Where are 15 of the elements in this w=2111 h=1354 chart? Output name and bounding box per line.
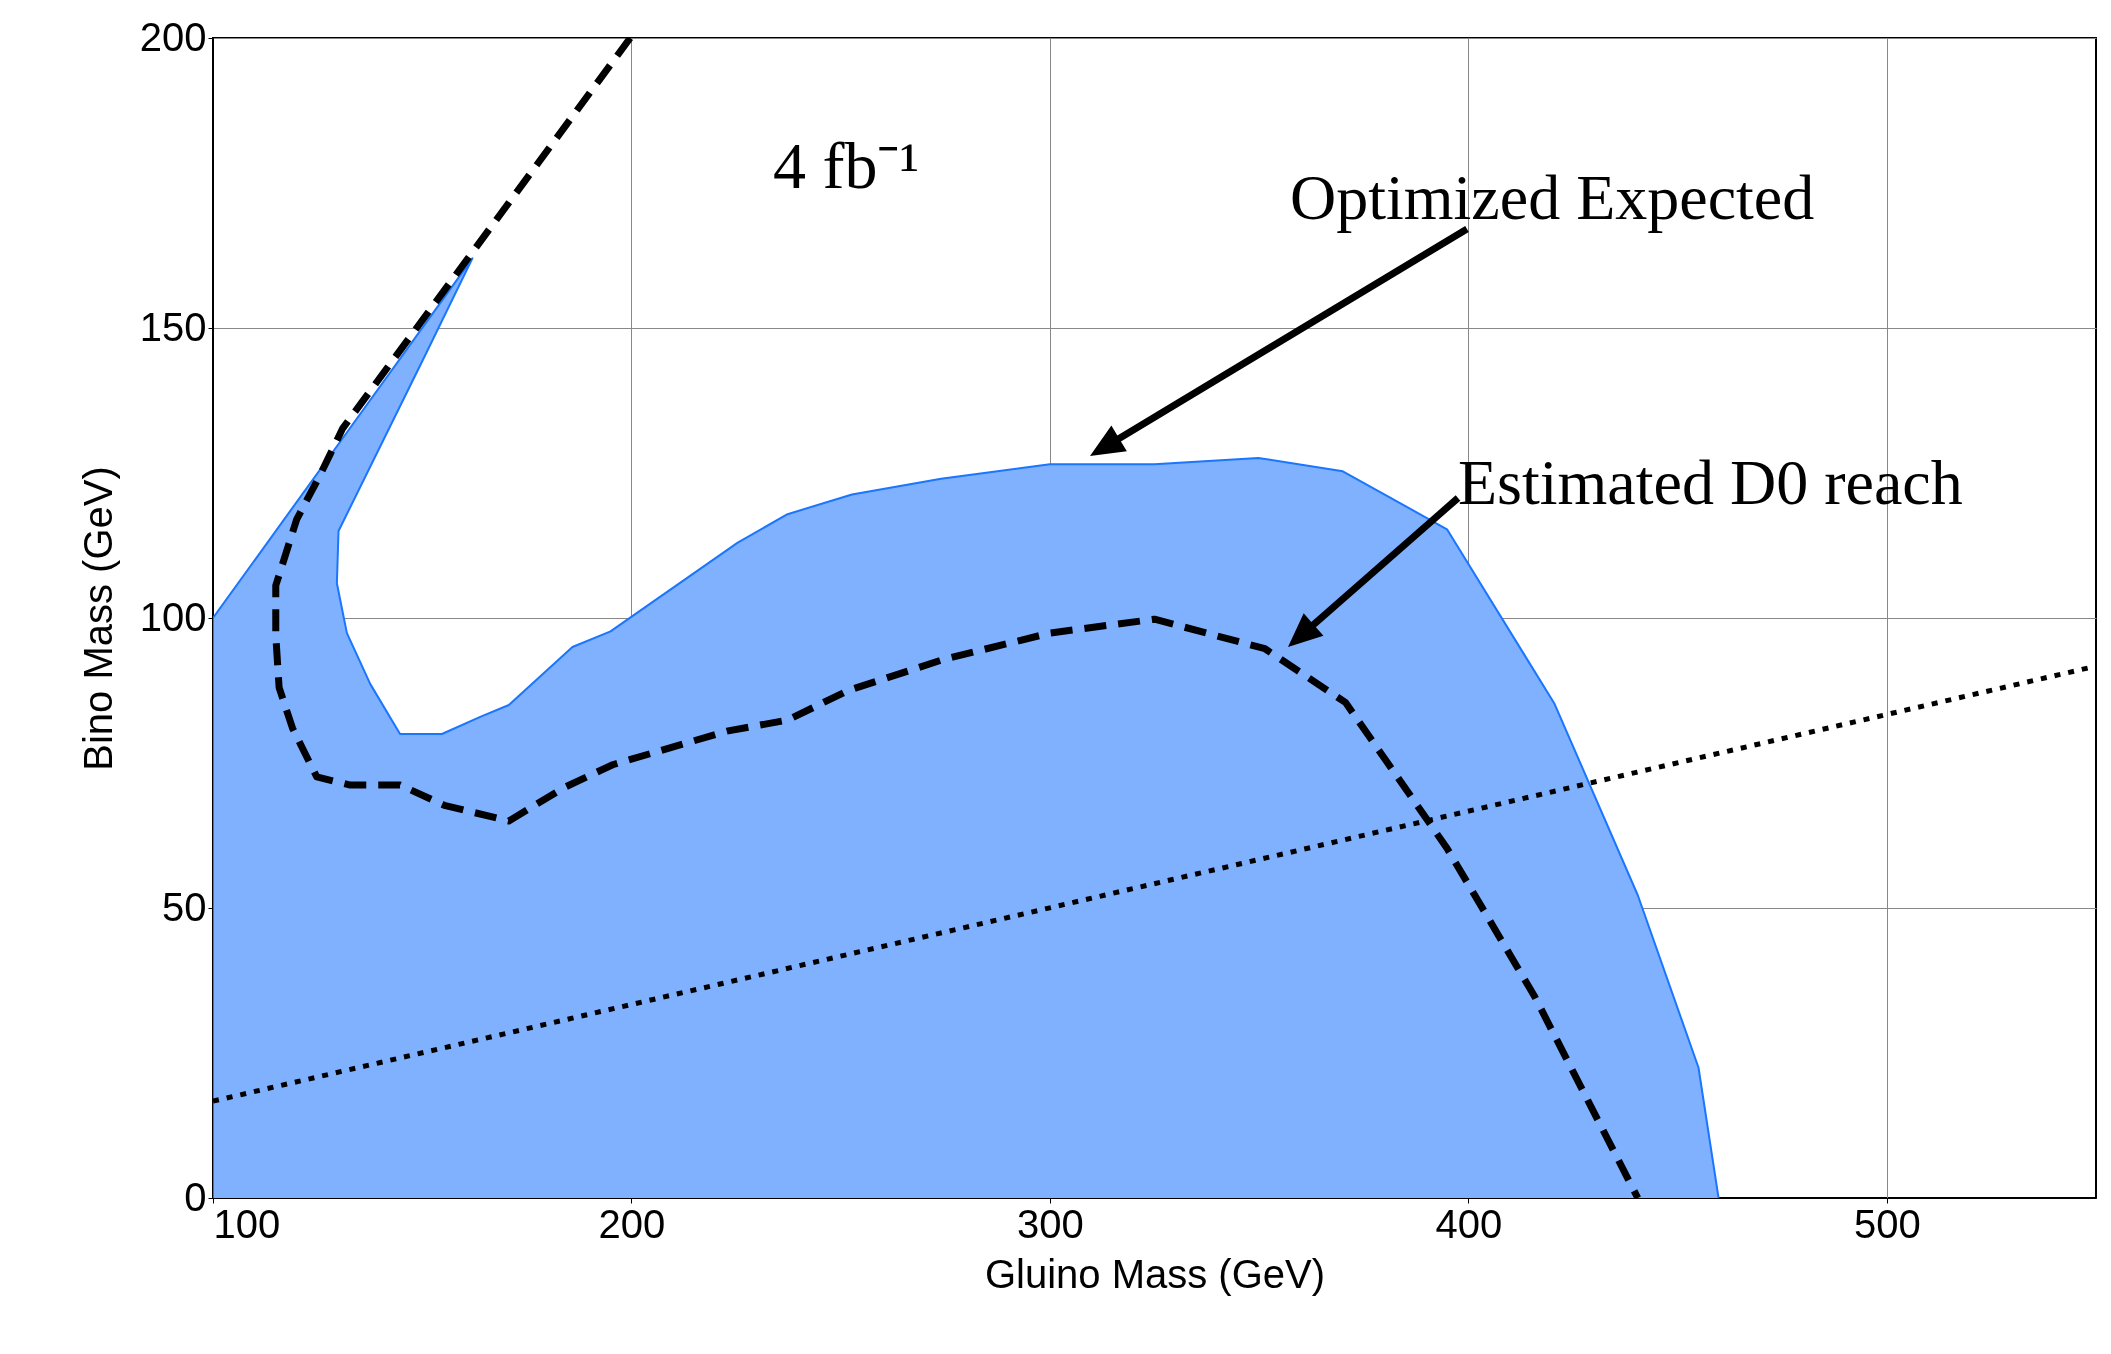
annotation: Optimized Expected bbox=[1290, 162, 1815, 233]
y-tick-label: 50 bbox=[162, 884, 207, 929]
y-tick-label: 100 bbox=[139, 594, 207, 639]
annotation: 4 fb⁻¹ bbox=[773, 129, 920, 202]
x-tick-label: 300 bbox=[1017, 1201, 1084, 1246]
annotation: Estimated D0 reach bbox=[1458, 447, 1963, 518]
x-tick-label: 400 bbox=[1435, 1201, 1503, 1246]
x-tick-label: 500 bbox=[1853, 1201, 1921, 1246]
x-axis-title: Gluino Mass (GeV) bbox=[984, 1251, 1326, 1296]
y-tick-label: 200 bbox=[139, 14, 207, 59]
y-tick-label: 150 bbox=[139, 304, 207, 349]
y-tick-label: 0 bbox=[184, 1174, 207, 1219]
y-axis-title: Bino Mass (GeV) bbox=[75, 466, 120, 771]
x-tick-label: 100 bbox=[213, 1201, 281, 1246]
x-tick-label: 200 bbox=[598, 1201, 666, 1246]
